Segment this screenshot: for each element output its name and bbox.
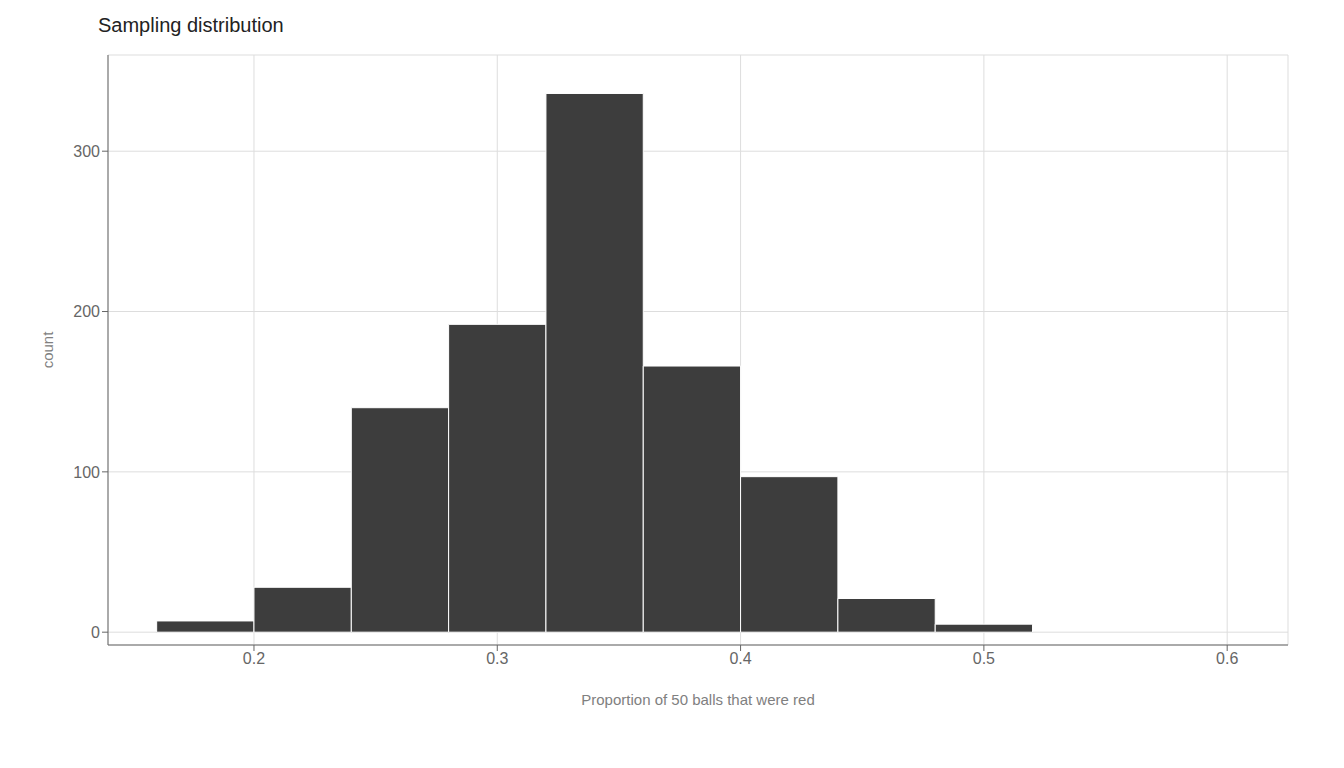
html-text:Sampling distribution: Sampling distribution xyxy=(98,14,284,36)
svg-text:0.2: 0.2 xyxy=(243,650,265,667)
svg-text:0.3: 0.3 xyxy=(486,650,508,667)
svg-text:200: 200 xyxy=(73,303,100,320)
svg-text:0.4: 0.4 xyxy=(729,650,751,667)
svg-text:100: 100 xyxy=(73,464,100,481)
svg-text:300: 300 xyxy=(73,143,100,160)
svg-text:0: 0 xyxy=(91,624,100,641)
svg-text:Proportion of 50 balls that we: Proportion of 50 balls that were red xyxy=(581,691,814,708)
svg-text:count: count xyxy=(39,331,56,369)
svg-text:0.6: 0.6 xyxy=(1216,650,1238,667)
svg-text:0.5: 0.5 xyxy=(973,650,995,667)
